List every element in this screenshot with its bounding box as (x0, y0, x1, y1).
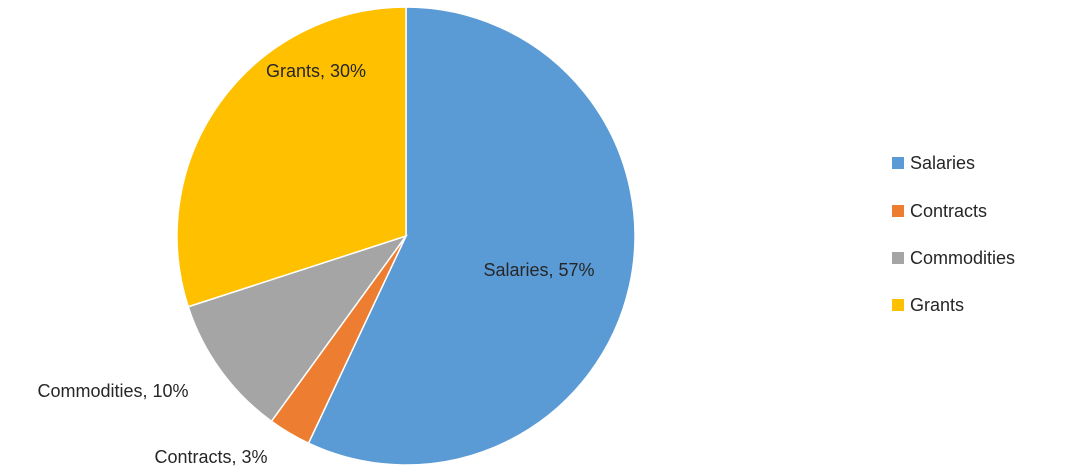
legend-swatch-contracts (892, 205, 904, 217)
legend-item-grants: Grants (892, 295, 964, 315)
legend-item-contracts: Contracts (892, 201, 987, 221)
pie-slice-grants (176, 6, 407, 308)
legend-label-commodities: Commodities (910, 248, 1015, 268)
data-labels: Salaries, 57% Contracts, 3% Commodities,… (37, 61, 594, 467)
legend-swatch-grants (892, 299, 904, 311)
legend-label-salaries: Salaries (910, 153, 975, 173)
data-label-grants: Grants, 30% (266, 61, 366, 81)
legend-item-salaries: Salaries (892, 153, 975, 173)
pie-slices (176, 6, 636, 466)
legend-label-grants: Grants (910, 295, 964, 315)
data-label-commodities: Commodities, 10% (37, 381, 188, 401)
pie-slice-commodities (187, 234, 408, 423)
data-label-salaries: Salaries, 57% (483, 260, 594, 280)
pie-slice-salaries (307, 6, 636, 466)
data-label-contracts: Contracts, 3% (154, 447, 267, 467)
legend-swatch-commodities (892, 252, 904, 264)
legend-label-contracts: Contracts (910, 201, 987, 221)
legend-swatch-salaries (892, 157, 904, 169)
legend-item-commodities: Commodities (892, 248, 1015, 268)
legend: Salaries Contracts Commodities Grants (892, 153, 1015, 315)
